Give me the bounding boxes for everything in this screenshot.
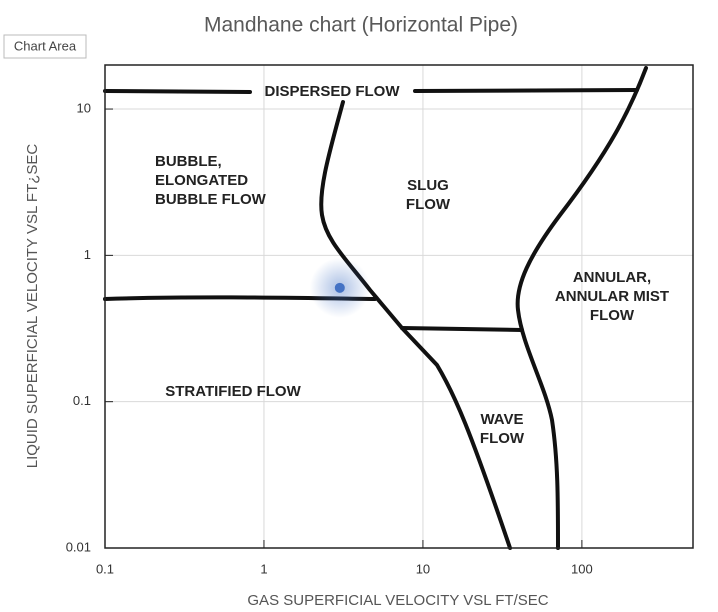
x-tick-label: 10	[416, 561, 430, 576]
x-tick-label: 100	[571, 561, 593, 576]
region-labels: DISPERSED FLOW BUBBLE, ELONGATED BUBBLE FLO…	[155, 83, 669, 447]
region-label: ANNULAR MIST	[555, 288, 669, 305]
region-label: BUBBLE FLOW	[155, 191, 267, 208]
y-tick-label: 1	[84, 247, 91, 262]
plot-frame	[104, 64, 694, 549]
region-label: DISPERSED FLOW	[264, 83, 400, 100]
chart-title: Mandhane chart (Horizontal Pipe)	[204, 14, 518, 37]
tooltip-text: Chart Area	[14, 38, 77, 53]
region-label: BUBBLE,	[155, 153, 222, 170]
tooltip-box	[3, 34, 87, 59]
x-tick-label: 1	[260, 561, 267, 576]
boundary	[103, 89, 252, 94]
y-axis-title: LIQUID SUPERFICIAL VELOCITY VSL FT¿SEC	[24, 144, 41, 469]
x-axis-title: GAS SUPERFICIAL VELOCITY VSL FT/SEC	[247, 592, 548, 609]
data-point	[334, 282, 345, 293]
tooltip: Chart Area	[3, 34, 87, 59]
region-label: ELONGATED	[155, 172, 248, 189]
region-label: FLOW	[406, 196, 451, 213]
y-tick-label: 10	[77, 100, 91, 115]
region-label: FLOW	[590, 307, 635, 324]
region-label: FLOW	[480, 430, 525, 447]
region-label: WAVE	[480, 411, 523, 428]
y-tick-label: 0.1	[73, 393, 91, 408]
region-label: ANNULAR,	[573, 269, 651, 286]
boundary	[515, 66, 648, 550]
boundary	[400, 326, 524, 332]
y-tick-label: 0.01	[66, 539, 91, 554]
boundary	[413, 88, 639, 93]
region-label: STRATIFIED FLOW	[165, 383, 301, 400]
x-tick-label: 0.1	[96, 561, 114, 576]
region-label: SLUG	[407, 177, 449, 194]
